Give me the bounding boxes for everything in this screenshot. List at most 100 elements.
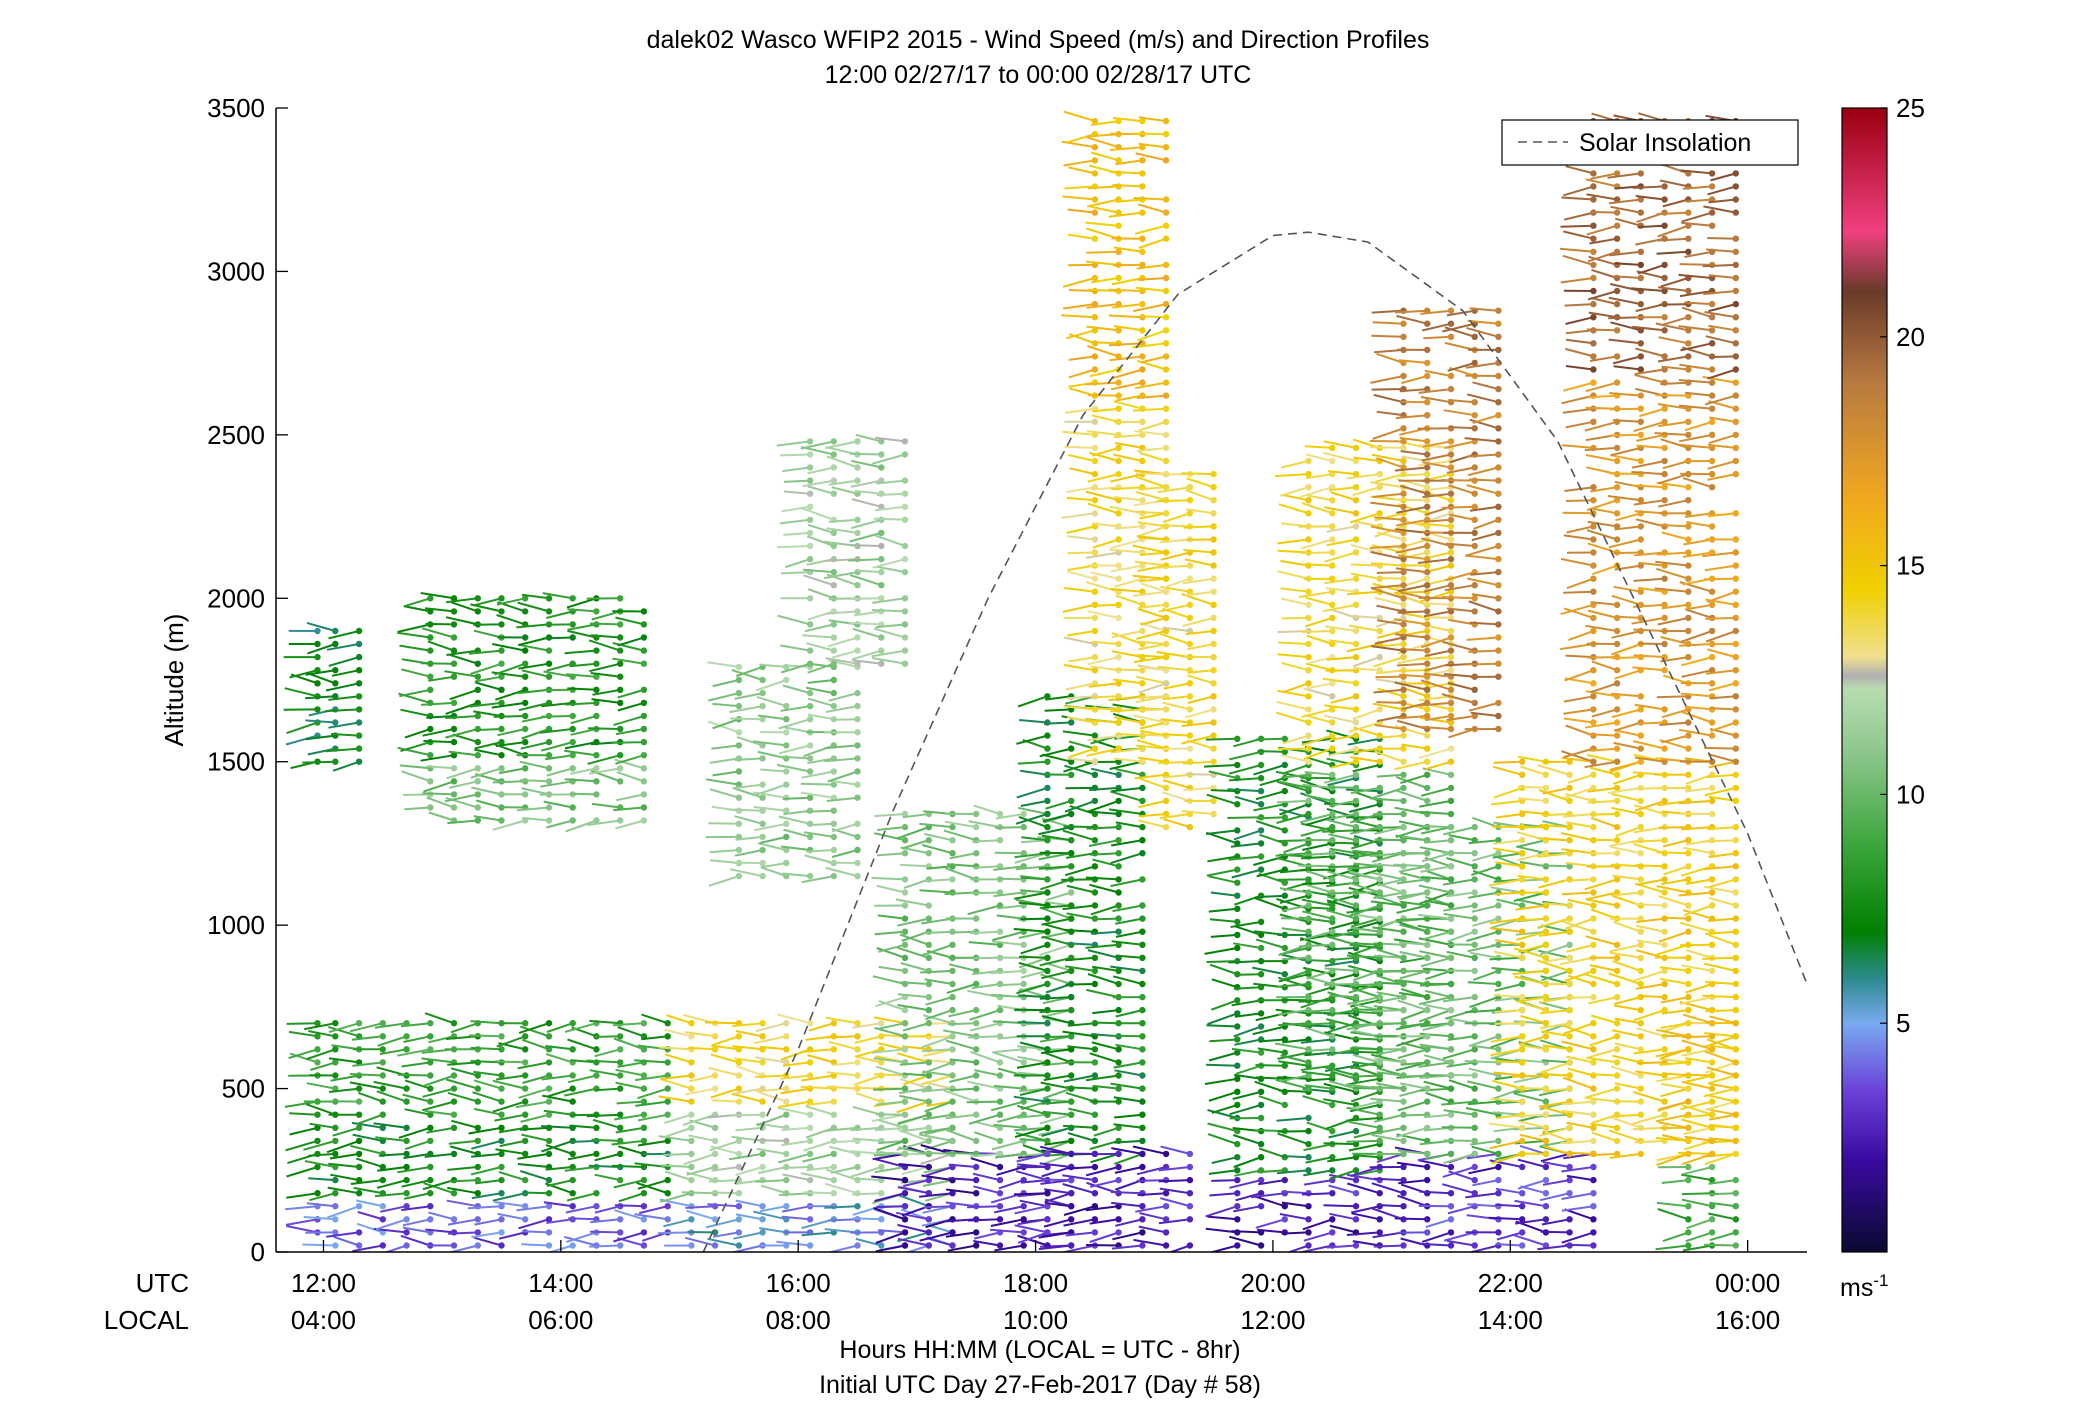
wind-barb-point xyxy=(830,451,837,458)
wind-barb xyxy=(683,1152,716,1166)
wind-barb xyxy=(637,1113,668,1122)
wind-barb xyxy=(966,1100,1001,1104)
wind-barb-point xyxy=(1091,510,1099,517)
wind-barb xyxy=(807,713,834,721)
wind-barb-point xyxy=(1447,1203,1455,1210)
wind-barb-point xyxy=(1329,1127,1336,1135)
wind-barb xyxy=(611,1164,644,1168)
wind-barb xyxy=(849,531,882,543)
wind-barb xyxy=(591,802,621,809)
wind-barb-point xyxy=(474,1072,481,1079)
wind-barb-point xyxy=(878,595,885,602)
wind-barb xyxy=(541,701,573,708)
wind-barb-point xyxy=(925,1137,932,1145)
wind-barb xyxy=(546,767,573,777)
wind-barb-point xyxy=(1162,549,1170,556)
wind-barb-point xyxy=(498,699,505,707)
wind-barb xyxy=(900,863,929,868)
wind-barb xyxy=(658,1095,692,1103)
wind-barb-point xyxy=(355,667,363,674)
wind-barb xyxy=(494,1113,526,1122)
wind-barb xyxy=(1399,669,1428,672)
wind-barb-point xyxy=(1115,1216,1122,1223)
wind-barb-point xyxy=(1376,980,1383,988)
wind-barb-point xyxy=(1162,144,1170,151)
wind-barb xyxy=(374,1192,407,1198)
wind-barb-point xyxy=(973,1190,980,1197)
wind-barb-point xyxy=(1139,366,1146,373)
wind-barb-point xyxy=(1091,967,1099,975)
wind-barb-point xyxy=(664,1176,671,1184)
wind-barb xyxy=(634,1059,668,1064)
wind-barb-point xyxy=(545,817,553,824)
wind-barb-point xyxy=(783,1020,790,1027)
wind-barb xyxy=(617,1026,645,1038)
wind-barb-point xyxy=(1091,144,1099,151)
wind-barb-point xyxy=(735,742,743,749)
wind-barb-point xyxy=(1305,1229,1312,1236)
wind-barb-point xyxy=(450,1190,458,1197)
wind-barb xyxy=(303,1139,336,1151)
wind-barb xyxy=(447,1218,478,1226)
wind-barb-point xyxy=(1044,758,1051,765)
wind-barb-point xyxy=(593,1190,600,1197)
wind-barb-point xyxy=(1186,1150,1194,1158)
wind-barb xyxy=(807,822,834,827)
wind-barb xyxy=(473,1079,502,1090)
wind-barb-point xyxy=(1400,1124,1407,1132)
wind-barb-point xyxy=(1139,850,1146,857)
wind-barb xyxy=(518,688,550,695)
wind-barb xyxy=(286,1166,318,1178)
wind-barb-point xyxy=(1068,889,1075,896)
wind-barb-point xyxy=(355,1137,363,1145)
wind-barb-point xyxy=(545,1190,553,1197)
wind-barb xyxy=(731,1113,763,1117)
wind-barb-point xyxy=(783,729,790,736)
wind-barb xyxy=(896,1100,930,1114)
wind-barb xyxy=(1376,571,1404,574)
wind-barb-point xyxy=(1424,941,1431,948)
wind-barb-point xyxy=(1139,1163,1146,1171)
wind-barb xyxy=(377,1035,407,1047)
wind-barb-point xyxy=(617,1150,624,1158)
wind-barb-point xyxy=(973,823,980,831)
wind-barb-point xyxy=(474,791,481,798)
wind-barb-point xyxy=(640,647,648,654)
wind-barb-point xyxy=(901,516,909,523)
wind-barb xyxy=(564,749,597,757)
wind-barb-point xyxy=(427,1190,434,1197)
wind-barb-point xyxy=(314,1046,321,1053)
wind-barb xyxy=(1066,1086,1095,1090)
wind-barb-point xyxy=(901,647,909,654)
wind-barb xyxy=(805,686,834,695)
wind-barb-point xyxy=(1424,549,1431,556)
wind-barb-point xyxy=(1068,745,1075,752)
wind-barb xyxy=(401,668,431,678)
wind-barb-point xyxy=(1329,614,1336,622)
wind-barb-point xyxy=(1044,1085,1051,1092)
wind-barb-point xyxy=(1400,1203,1407,1210)
wind-barb-point xyxy=(1305,876,1312,883)
wind-barb-point xyxy=(498,1203,505,1210)
wind-barb-point xyxy=(1471,850,1478,857)
wind-barb-point xyxy=(640,778,648,785)
wind-barb-point xyxy=(1115,928,1122,935)
wind-barb-point xyxy=(1044,810,1051,818)
wind-barb-point xyxy=(806,516,814,523)
wind-barb xyxy=(351,1035,383,1041)
wind-barb-point xyxy=(1234,801,1241,808)
wind-barb-point xyxy=(1329,1216,1336,1223)
wind-barb-point xyxy=(1139,967,1146,975)
wind-barb-point xyxy=(498,1229,505,1236)
wind-barb-point xyxy=(1044,784,1051,792)
wind-barb-point xyxy=(1329,797,1336,805)
wind-barb-point xyxy=(474,1229,481,1236)
wind-barb-point xyxy=(1352,627,1360,635)
wind-barb xyxy=(331,669,360,677)
wind-barb-point xyxy=(949,823,956,831)
wind-barb xyxy=(474,681,502,691)
wind-barb-point xyxy=(925,915,932,922)
wind-barb xyxy=(446,1078,479,1090)
wind-barb-point xyxy=(314,627,321,635)
wind-barb xyxy=(614,1113,645,1121)
